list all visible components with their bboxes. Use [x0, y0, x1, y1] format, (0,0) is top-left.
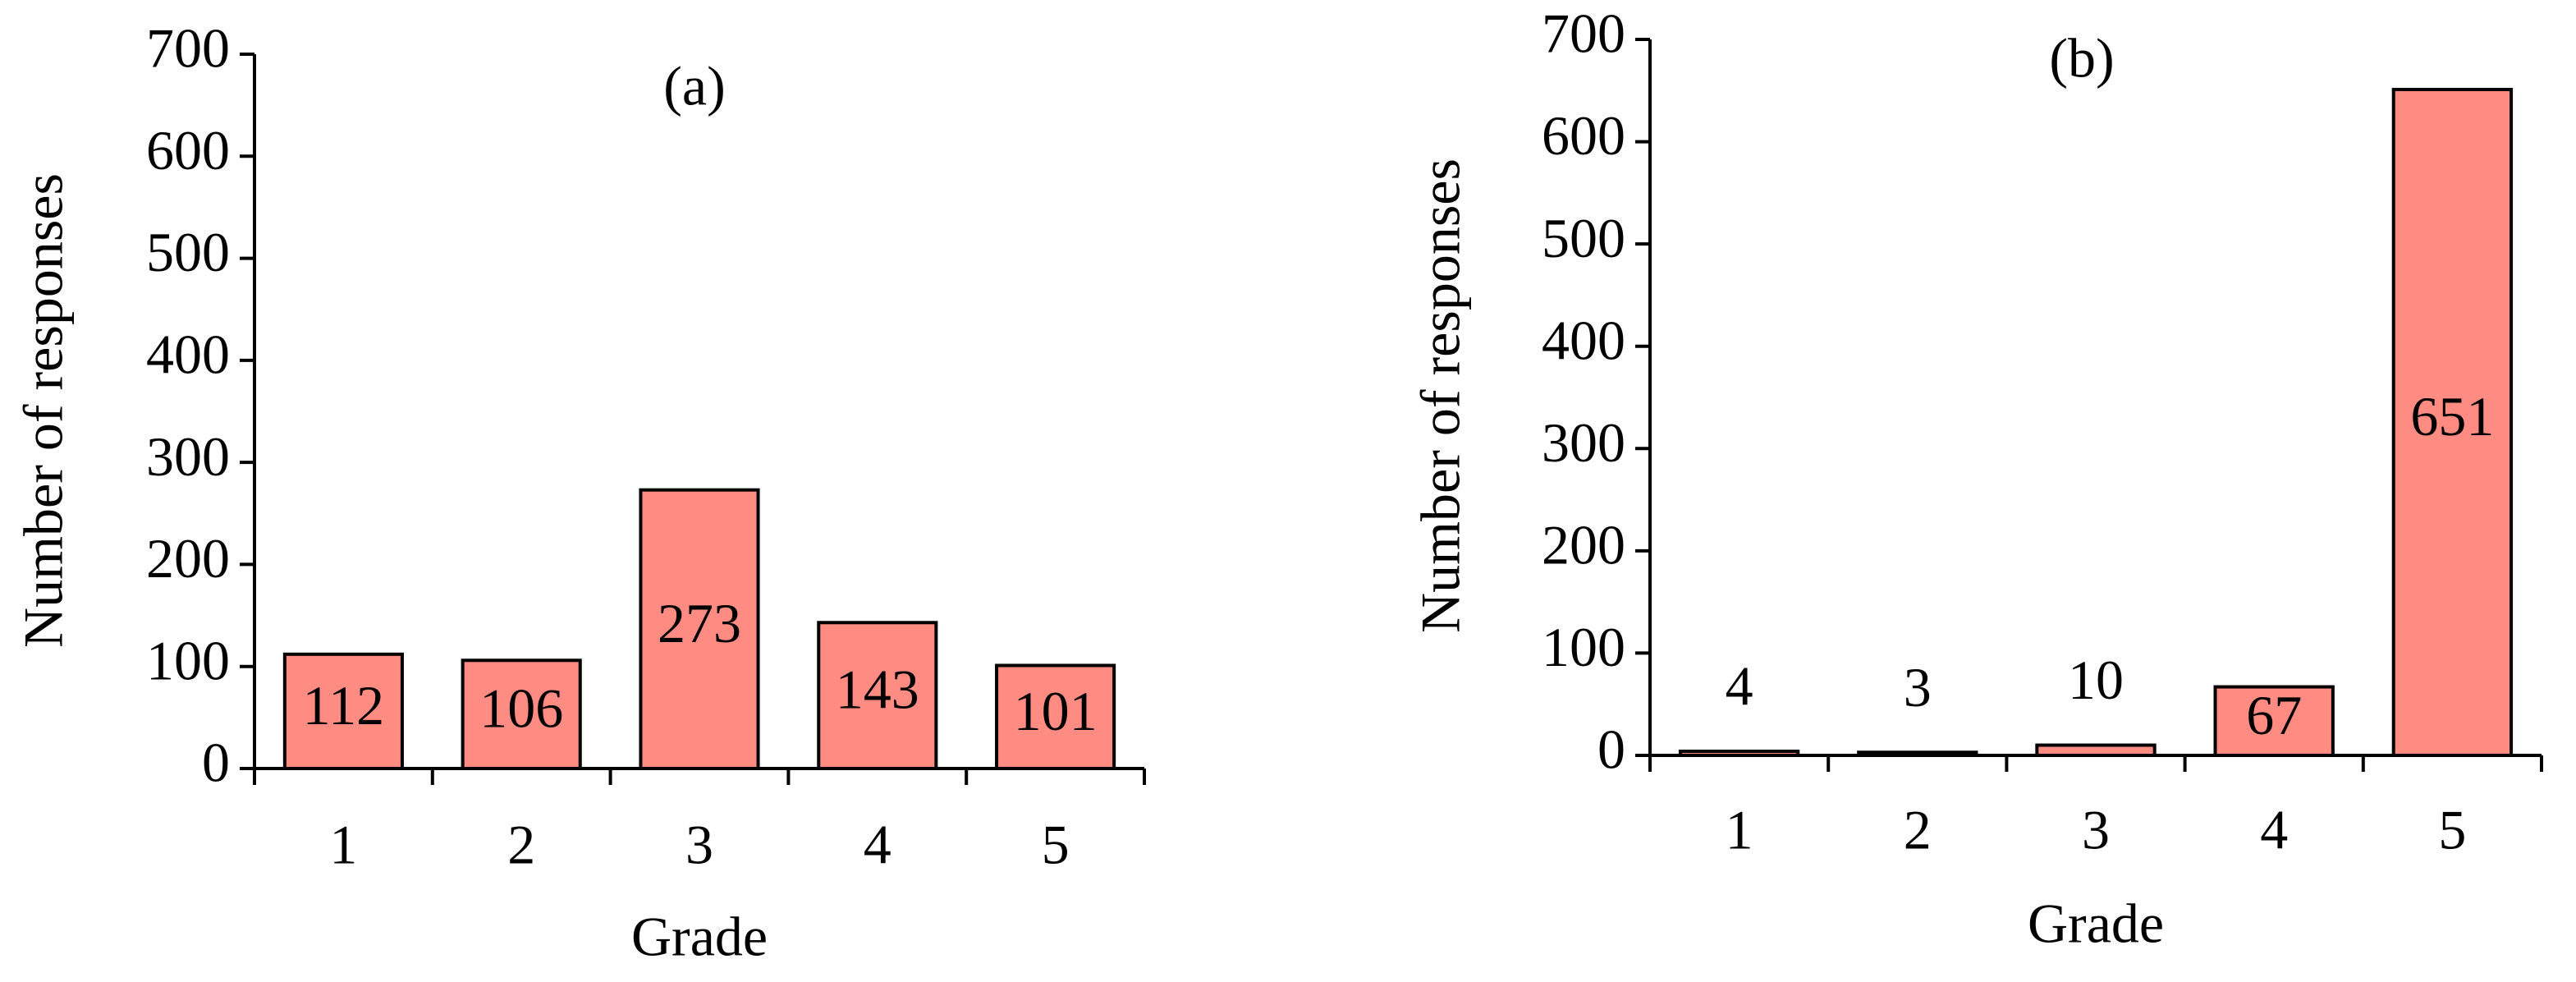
y-axis-label: Number of responses [12, 173, 75, 648]
y-tick-label: 400 [146, 323, 230, 385]
x-tick-label: 4 [864, 814, 892, 876]
y-tick-label: 300 [146, 425, 230, 488]
data-label: 101 [1014, 680, 1098, 742]
data-label: 143 [836, 658, 919, 721]
y-tick-label: 500 [146, 221, 230, 283]
y-tick-label: 400 [1542, 309, 1625, 371]
x-tick-label: 5 [1042, 814, 1070, 876]
y-tick-label: 100 [1542, 616, 1625, 678]
data-label: 106 [479, 677, 563, 740]
x-tick-label: 2 [507, 814, 535, 876]
x-tick-label: 5 [2438, 799, 2466, 861]
y-tick-label: 100 [146, 629, 230, 691]
y-tick-label: 600 [146, 119, 230, 181]
x-tick-label: 2 [1904, 799, 1932, 861]
data-label: 3 [1904, 656, 1932, 718]
y-tick-label: 0 [1597, 718, 1625, 781]
x-tick-label: 1 [1726, 799, 1753, 861]
y-tick-label: 0 [202, 732, 230, 794]
y-tick-label: 200 [146, 527, 230, 590]
chart-title: (b) [2049, 27, 2114, 89]
chart-title: (a) [663, 55, 725, 117]
data-label: 4 [1726, 655, 1753, 718]
y-tick-label: 300 [1542, 411, 1625, 474]
bar [2391, 88, 2514, 758]
y-axis-label: Number of responses [1409, 158, 1472, 633]
data-label: 273 [658, 592, 741, 654]
data-label: 10 [2068, 649, 2124, 711]
bar [817, 621, 938, 770]
bar [639, 488, 760, 770]
data-label: 67 [2246, 684, 2302, 746]
x-tick-label: 1 [329, 814, 357, 876]
data-label: 112 [303, 674, 384, 736]
y-tick-label: 700 [1542, 2, 1625, 65]
y-tick-label: 600 [1542, 104, 1625, 167]
x-axis-label: Grade [631, 906, 768, 968]
y-tick-label: 200 [1542, 513, 1625, 576]
y-tick-label: 700 [146, 17, 230, 80]
bar [282, 652, 404, 770]
data-label: 651 [2410, 385, 2494, 447]
x-axis-label: Grade [2028, 893, 2164, 955]
x-tick-label: 3 [2082, 799, 2110, 861]
x-tick-label: 3 [685, 814, 713, 876]
y-tick-label: 500 [1542, 207, 1625, 269]
x-tick-label: 4 [2260, 799, 2288, 861]
